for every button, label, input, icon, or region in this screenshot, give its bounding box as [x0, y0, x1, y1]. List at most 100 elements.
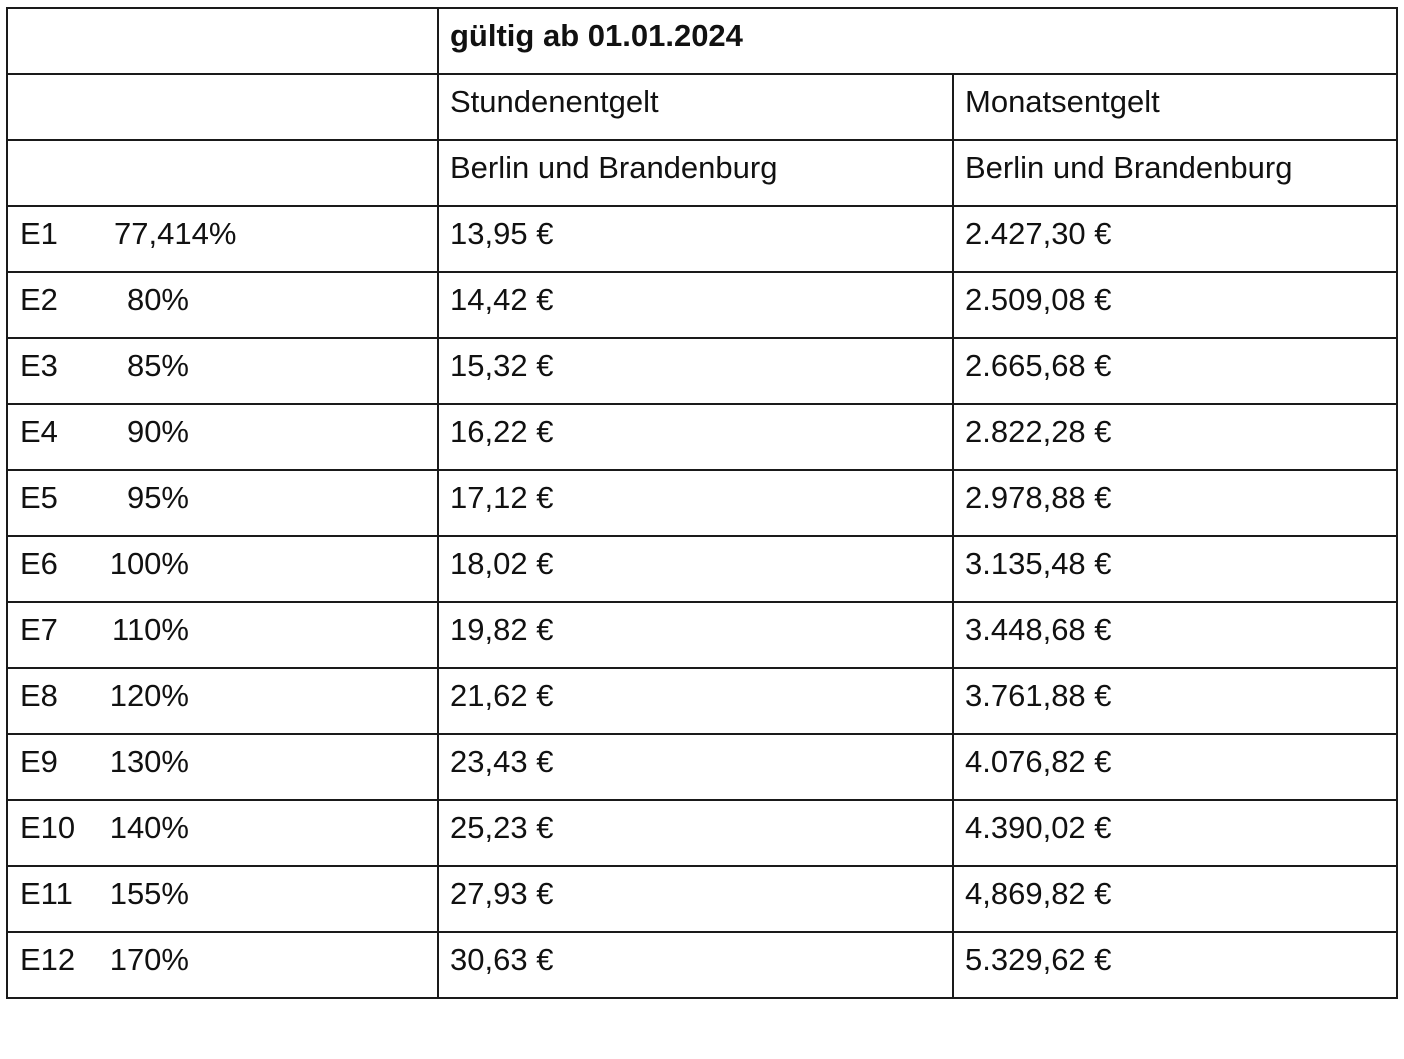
- hourly-wage: 21,62 €: [450, 678, 554, 713]
- grade-cell: E8 120%: [6, 667, 439, 735]
- grade-cell: E11 155%: [6, 865, 439, 933]
- monthly-wage-cell: 4,869,82 €: [952, 865, 1398, 933]
- table-row: E12 170% 30,63 € 5.329,62 €: [6, 931, 1398, 999]
- pay-grade: E5: [20, 480, 58, 515]
- monthly-wage-cell: 3.135,48 €: [952, 535, 1398, 603]
- pay-grade: E6: [20, 546, 58, 581]
- grade-percentage: 170%: [109, 942, 189, 977]
- grade-percentage: 90%: [126, 414, 189, 449]
- pay-grade: E2: [20, 282, 58, 317]
- hourly-wage-cell: 21,62 €: [437, 667, 954, 735]
- hourly-wage: 16,22 €: [450, 414, 554, 449]
- monthly-wage-cell: 2.665,68 €: [952, 337, 1398, 405]
- monthly-wage-cell: 3.761,88 €: [952, 667, 1398, 735]
- table-row: E10 140% 25,23 € 4.390,02 €: [6, 799, 1398, 867]
- hourly-wage-cell: 17,12 €: [437, 469, 954, 537]
- table-row: E1 77,414% 13,95 € 2.427,30 €: [6, 205, 1398, 273]
- table-row: E9 130% 23,43 € 4.076,82 €: [6, 733, 1398, 801]
- hourly-wage-cell: 23,43 €: [437, 733, 954, 801]
- grade-cell: E2 80%: [6, 271, 439, 339]
- table-row: E3 85% 15,32 € 2.665,68 €: [6, 337, 1398, 405]
- header-row-validity: gültig ab 01.01.2024: [6, 7, 1398, 75]
- hourly-wage: 14,42 €: [450, 282, 554, 317]
- hourly-wage-cell: 13,95 €: [437, 205, 954, 273]
- header-row-region: Berlin und Brandenburg Berlin und Brande…: [6, 139, 1398, 207]
- table-row: E8 120% 21,62 € 3.761,88 €: [6, 667, 1398, 735]
- hourly-wage: 30,63 €: [450, 942, 554, 977]
- grade-percentage: 85%: [126, 348, 189, 383]
- hourly-wage-cell: 27,93 €: [437, 865, 954, 933]
- hourly-column-label: Stundenentgelt: [450, 84, 659, 119]
- grade-percentage: 155%: [109, 876, 189, 911]
- empty-header-cell: [6, 73, 439, 141]
- hourly-wage-cell: 14,42 €: [437, 271, 954, 339]
- pay-grade: E10: [20, 810, 76, 845]
- monthly-wage: 4.390,02 €: [965, 810, 1112, 845]
- grade-percentage: 140%: [109, 810, 189, 845]
- table-row: E5 95% 17,12 € 2.978,88 €: [6, 469, 1398, 537]
- monthly-wage: 2.665,68 €: [965, 348, 1112, 383]
- hourly-wage: 15,32 €: [450, 348, 554, 383]
- grade-percentage: 77,414%: [114, 216, 237, 251]
- monthly-column-label: Monatsentgelt: [965, 84, 1160, 119]
- table-row: E7 110% 19,82 € 3.448,68 €: [6, 601, 1398, 669]
- pay-grade: E9: [20, 744, 58, 779]
- grade-percentage: 100%: [109, 546, 189, 581]
- monthly-wage-cell: 3.448,68 €: [952, 601, 1398, 669]
- grade-cell: E6 100%: [6, 535, 439, 603]
- hourly-wage-cell: 30,63 €: [437, 931, 954, 999]
- monthly-wage: 2.509,08 €: [965, 282, 1112, 317]
- monthly-region-label: Berlin und Brandenburg: [965, 150, 1293, 185]
- monthly-wage: 3.761,88 €: [965, 678, 1112, 713]
- hourly-wage: 27,93 €: [450, 876, 554, 911]
- grade-cell: E12 170%: [6, 931, 439, 999]
- monthly-wage-cell: 4.390,02 €: [952, 799, 1398, 867]
- table-row: E6 100% 18,02 € 3.135,48 €: [6, 535, 1398, 603]
- salary-table: gültig ab 01.01.2024 Stundenentgelt Mona…: [6, 7, 1398, 999]
- hourly-wage: 19,82 €: [450, 612, 554, 647]
- hourly-header-cell: Stundenentgelt: [437, 73, 954, 141]
- pay-grade: E11: [20, 876, 73, 911]
- grade-percentage: 110%: [112, 612, 189, 647]
- pay-grade: E4: [20, 414, 58, 449]
- grade-cell: E7 110%: [6, 601, 439, 669]
- grade-percentage: 120%: [109, 678, 189, 713]
- pay-grade: E3: [20, 348, 58, 383]
- header-row-columns: Stundenentgelt Monatsentgelt: [6, 73, 1398, 141]
- hourly-wage-cell: 16,22 €: [437, 403, 954, 471]
- hourly-wage-cell: 18,02 €: [437, 535, 954, 603]
- grade-percentage: 130%: [109, 744, 189, 779]
- monthly-wage-cell: 2.822,28 €: [952, 403, 1398, 471]
- grade-cell: E1 77,414%: [6, 205, 439, 273]
- table-row: E2 80% 14,42 € 2.509,08 €: [6, 271, 1398, 339]
- monthly-wage: 2.822,28 €: [965, 414, 1112, 449]
- monthly-wage-cell: 2.427,30 €: [952, 205, 1398, 273]
- hourly-wage-cell: 25,23 €: [437, 799, 954, 867]
- hourly-region-cell: Berlin und Brandenburg: [437, 139, 954, 207]
- monthly-region-cell: Berlin und Brandenburg: [952, 139, 1398, 207]
- monthly-wage: 4,869,82 €: [965, 876, 1112, 911]
- monthly-wage: 5.329,62 €: [965, 942, 1112, 977]
- grade-cell: E10 140%: [6, 799, 439, 867]
- hourly-wage: 13,95 €: [450, 216, 554, 251]
- validity-header-cell: gültig ab 01.01.2024: [437, 7, 1398, 75]
- table-row: E11 155% 27,93 € 4,869,82 €: [6, 865, 1398, 933]
- pay-grade: E7: [20, 612, 58, 647]
- monthly-header-cell: Monatsentgelt: [952, 73, 1398, 141]
- empty-header-cell: [6, 7, 439, 75]
- pay-grade: E1: [20, 216, 58, 251]
- monthly-wage: 4.076,82 €: [965, 744, 1112, 779]
- hourly-wage: 25,23 €: [450, 810, 554, 845]
- table-row: E4 90% 16,22 € 2.822,28 €: [6, 403, 1398, 471]
- grade-percentage: 80%: [126, 282, 189, 317]
- grade-cell: E3 85%: [6, 337, 439, 405]
- monthly-wage: 2.978,88 €: [965, 480, 1112, 515]
- hourly-wage: 23,43 €: [450, 744, 554, 779]
- hourly-wage-cell: 19,82 €: [437, 601, 954, 669]
- grade-cell: E5 95%: [6, 469, 439, 537]
- hourly-wage: 17,12 €: [450, 480, 554, 515]
- monthly-wage: 3.448,68 €: [965, 612, 1112, 647]
- monthly-wage-cell: 4.076,82 €: [952, 733, 1398, 801]
- hourly-wage-cell: 15,32 €: [437, 337, 954, 405]
- monthly-wage: 3.135,48 €: [965, 546, 1112, 581]
